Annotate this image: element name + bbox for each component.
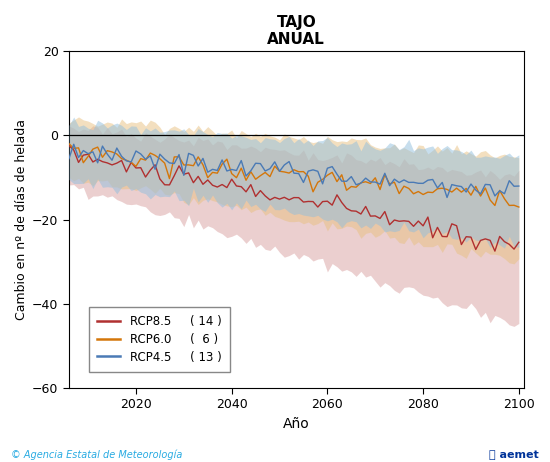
X-axis label: Año: Año [283,417,310,431]
Y-axis label: Cambio en nº de días de helada: Cambio en nº de días de helada [15,119,28,320]
Legend: RCP8.5     ( 14 ), RCP6.0     (  6 ), RCP4.5     ( 13 ): RCP8.5 ( 14 ), RCP6.0 ( 6 ), RCP4.5 ( 13… [89,307,230,372]
Title: TAJO
ANUAL: TAJO ANUAL [267,15,325,48]
Text: © Agencia Estatal de Meteorología: © Agencia Estatal de Meteorología [11,449,183,460]
Text: Ⓡ aemet: Ⓡ aemet [490,450,539,460]
